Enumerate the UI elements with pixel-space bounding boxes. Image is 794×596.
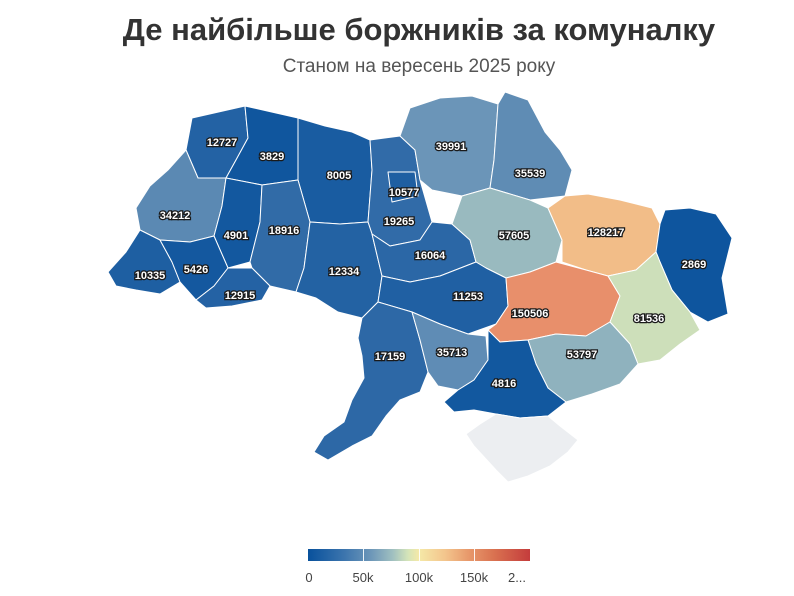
value-label-zaporizhzhia: 53797 bbox=[567, 349, 598, 361]
value-label-ivano-frankivsk: 5426 bbox=[184, 264, 208, 276]
value-label-kirovohrad: 11253 bbox=[453, 291, 483, 303]
value-label-cherkasy: 16064 bbox=[415, 250, 446, 262]
value-label-odesa: 17159 bbox=[375, 351, 406, 363]
value-label-zakarpattia: 10335 bbox=[135, 270, 166, 282]
value-label-rivne: 3829 bbox=[260, 151, 284, 163]
value-label-khmelnytskyi: 18916 bbox=[269, 225, 300, 237]
value-label-kyiv-oblast: 19265 bbox=[384, 216, 415, 228]
value-label-ternopil: 4901 bbox=[224, 230, 248, 242]
value-label-kherson: 4816 bbox=[492, 378, 516, 390]
legend-divider bbox=[363, 549, 364, 561]
value-label-donetsk: 81536 bbox=[634, 313, 665, 325]
legend-tick: 150k bbox=[459, 570, 489, 585]
map-subtitle: Станом на вересень 2025 року bbox=[282, 56, 556, 77]
region-sumy[interactable] bbox=[489, 91, 573, 201]
region-chernivtsi[interactable] bbox=[195, 267, 271, 309]
value-label-luhansk: 2869 bbox=[682, 259, 706, 271]
value-label-poltava: 57605 bbox=[499, 230, 530, 242]
value-label-chernihiv: 39991 bbox=[436, 141, 467, 153]
value-label-chernivtsi: 12915 bbox=[225, 290, 256, 302]
value-label-zhytomyr: 8005 bbox=[327, 170, 351, 182]
region-khmelnytskyi[interactable] bbox=[249, 179, 311, 293]
value-label-kyiv-city: 10577 bbox=[389, 187, 420, 199]
value-label-sumy: 35539 bbox=[515, 168, 546, 180]
value-label-mykolaiv: 35713 bbox=[437, 347, 468, 359]
region-kyiv-city[interactable] bbox=[387, 171, 419, 203]
legend-tick: 100k bbox=[404, 570, 434, 585]
legend-divider bbox=[419, 549, 420, 561]
legend-tick: 2... bbox=[507, 570, 527, 585]
map-title: Де найбільше боржників за комуналку bbox=[122, 12, 716, 47]
region-value-labels: 12727 3829 8005 10577 39991 35539 34212 4901 189… bbox=[133, 136, 707, 392]
legend-tick: 0 bbox=[305, 570, 313, 585]
legend-divider bbox=[474, 549, 475, 561]
legend-tick: 50k bbox=[352, 570, 374, 585]
value-label-volyn: 12727 bbox=[207, 137, 238, 149]
region-odesa[interactable] bbox=[313, 301, 429, 461]
region-crimea[interactable] bbox=[465, 413, 579, 483]
value-label-vinnytsia: 12334 bbox=[329, 266, 360, 278]
value-label-lviv: 34212 bbox=[160, 210, 191, 222]
value-label-kharkiv: 128217 bbox=[588, 227, 625, 239]
value-label-dnipropetrovsk: 150506 bbox=[512, 308, 549, 320]
